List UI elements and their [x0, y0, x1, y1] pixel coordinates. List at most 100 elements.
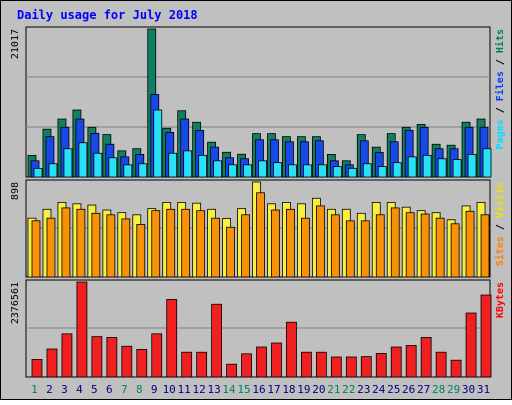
bar-kbytes-day-19	[301, 351, 312, 378]
day-label-31: 31	[477, 383, 490, 396]
bar-kbytes-day-28	[435, 351, 447, 378]
bar-kbytes-day-16	[256, 346, 267, 378]
bar-pages-day-6	[108, 157, 118, 178]
bar-sites-day-15	[241, 214, 250, 278]
bar-pages-day-31	[482, 148, 492, 178]
series-kbytes	[31, 281, 492, 378]
bar-sites-day-2	[46, 217, 56, 278]
bar-kbytes-day-7	[121, 345, 133, 378]
bar-kbytes-day-20	[315, 351, 327, 378]
bar-kbytes-day-1	[31, 359, 43, 378]
bar-kbytes-day-21	[330, 356, 342, 378]
bar-kbytes-day-5	[91, 336, 103, 378]
bar-pages-day-16	[258, 160, 267, 178]
bar-pages-day-9	[153, 109, 163, 178]
bar-kbytes-day-23	[360, 356, 372, 378]
bar-kbytes-day-11	[181, 351, 193, 378]
panel-kbytes-legend: KBytes	[495, 282, 506, 318]
bar-sites-day-10	[166, 208, 176, 278]
chart-panels: 21017 Pages / Files / Hits 898 Sites / Visi…	[10, 26, 506, 378]
bar-pages-day-21	[332, 166, 342, 178]
bar-kbytes-day-6	[106, 337, 118, 378]
day-label-24: 24	[372, 383, 386, 396]
chart-title: Daily usage for July 2018	[17, 8, 198, 22]
bar-pages-day-1	[33, 167, 43, 178]
bar-sites-day-19	[301, 217, 310, 278]
bar-sites-day-25	[390, 207, 400, 278]
bar-kbytes-day-18	[286, 321, 297, 378]
series-sites	[31, 192, 490, 278]
panel-hits-legend-item-1: /	[495, 101, 506, 119]
bar-sites-day-20	[315, 205, 325, 278]
bar-sites-day-24	[375, 214, 385, 278]
bar-sites-day-12	[196, 210, 206, 278]
day-label-29: 29	[447, 383, 460, 396]
bar-kbytes-day-4	[76, 281, 88, 378]
panel-hits-legend-item-0: Pages	[495, 119, 506, 149]
day-label-5: 5	[91, 383, 98, 396]
day-label-11: 11	[178, 383, 191, 396]
bar-kbytes-day-2	[46, 348, 58, 378]
panel-hits: 21017 Pages / Files / Hits	[10, 26, 506, 178]
bar-pages-day-2	[48, 163, 58, 178]
bar-kbytes-day-30	[465, 312, 477, 378]
panel-kbytes-legend-item-0: KBytes	[495, 282, 506, 318]
bar-sites-day-5	[91, 212, 101, 278]
bar-pages-day-18	[288, 164, 297, 178]
bar-sites-day-7	[121, 218, 131, 278]
bar-sites-day-13	[211, 217, 221, 278]
bar-pages-day-14	[228, 164, 237, 178]
bar-sites-day-11	[181, 208, 191, 278]
bar-pages-day-19	[303, 164, 312, 178]
day-label-23: 23	[357, 383, 370, 396]
bar-pages-day-15	[243, 164, 252, 178]
bar-sites-day-17	[271, 209, 280, 278]
bar-sites-day-3	[61, 207, 71, 278]
panel-visits: 898 Sites / Visits	[10, 179, 506, 278]
day-label-8: 8	[136, 383, 143, 396]
day-label-26: 26	[402, 383, 415, 396]
day-label-16: 16	[252, 383, 265, 396]
panel-hits-legend-item-3: /	[495, 53, 506, 71]
bar-kbytes-day-17	[271, 342, 282, 378]
bar-kbytes-day-3	[61, 333, 73, 378]
bar-pages-day-5	[93, 152, 103, 178]
panel-visits-legend: Sites / Visits	[494, 182, 506, 266]
bar-sites-day-27	[420, 213, 430, 278]
bar-pages-day-22	[347, 167, 357, 178]
day-label-14: 14	[222, 383, 236, 396]
day-label-3: 3	[61, 383, 68, 396]
bar-sites-day-18	[286, 208, 295, 278]
panel-visits-legend-item-2: Visits	[494, 182, 506, 218]
bar-pages-day-26	[407, 156, 417, 178]
day-label-12: 12	[193, 383, 206, 396]
panel-visits-legend-item-1: /	[495, 218, 506, 236]
bar-sites-day-14	[226, 226, 235, 278]
day-label-4: 4	[76, 383, 83, 396]
panel-visits-max-label: 898	[10, 182, 21, 200]
day-label-20: 20	[312, 383, 325, 396]
bar-pages-day-23	[362, 163, 372, 178]
bar-pages-day-30	[467, 153, 477, 178]
bar-pages-day-28	[437, 158, 447, 178]
bar-sites-day-4	[76, 208, 86, 278]
bar-sites-day-29	[450, 223, 460, 278]
day-label-10: 10	[163, 383, 176, 396]
bar-kbytes-day-26	[405, 345, 417, 378]
day-label-1: 1	[31, 383, 38, 396]
bar-pages-day-8	[138, 163, 148, 178]
day-label-28: 28	[432, 383, 445, 396]
panel-hits-legend-item-4: Hits	[494, 29, 506, 53]
bar-kbytes-day-25	[390, 346, 402, 378]
bar-kbytes-day-8	[136, 349, 148, 378]
panel-hits-max-label: 21017	[10, 29, 21, 59]
bar-pages-day-11	[183, 150, 193, 178]
bar-sites-day-30	[465, 210, 475, 278]
bar-kbytes-day-29	[450, 359, 462, 378]
series-pages	[33, 109, 492, 178]
panel-kbytes-max-label: 2376561	[10, 282, 21, 324]
day-label-17: 17	[267, 383, 280, 396]
bar-sites-day-23	[360, 220, 370, 278]
day-label-30: 30	[462, 383, 475, 396]
